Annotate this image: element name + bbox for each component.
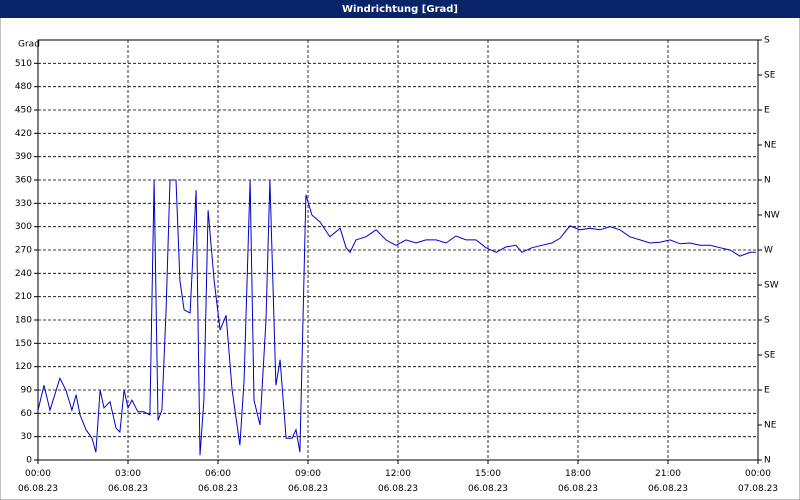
x-tick-label: 21:00 06.08.23 [648, 469, 688, 494]
y2-tick-label: W [764, 246, 773, 256]
y-tick-label: 390 [15, 152, 32, 162]
y2-tick-label: S [764, 316, 770, 326]
y2-tick-label: NW [764, 211, 780, 221]
y2-tick-label: N [764, 176, 771, 186]
y-tick-label: 420 [15, 129, 32, 139]
x-tick-label: 00:00 07.08.23 [738, 469, 778, 494]
y-tick-label: 330 [15, 199, 32, 209]
y2-tick-label: E [764, 386, 770, 396]
y-tick-label: 270 [15, 246, 32, 256]
y-tick-label: 240 [15, 269, 32, 279]
x-tick-label: 06:00 06.08.23 [198, 469, 238, 494]
x-tick-label: 18:00 06.08.23 [558, 469, 598, 494]
y2-tick-label: SW [764, 281, 779, 291]
y-tick-label: 210 [15, 292, 32, 302]
y-tick-label: 90 [21, 386, 33, 396]
y2-tick-label: NE [764, 141, 777, 151]
data-line [37, 179, 756, 456]
y-axis-label: Grad [18, 40, 40, 50]
y-tick-label: 30 [21, 432, 33, 442]
y-tick-label: 450 [15, 106, 32, 116]
y-tick-label: 120 [15, 362, 32, 372]
x-tick-label: 12:00 06.08.23 [378, 469, 418, 494]
y-tick-label: 510 [15, 59, 32, 69]
x-tick-label: 00:00 06.08.23 [18, 469, 58, 494]
x-tick-label: 09:00 06.08.23 [288, 469, 328, 494]
plot-frame [37, 39, 759, 461]
y-tick-label: 150 [15, 339, 32, 349]
y2-tick-label: N [764, 456, 771, 466]
y-tick-label: 360 [15, 176, 32, 186]
y-tick-label: 60 [21, 409, 33, 419]
y2-tick-label: S [764, 36, 770, 46]
x-tick-label: 15:00 06.08.23 [468, 469, 508, 494]
title-bar [0, 0, 800, 18]
y2-tick-label: NE [764, 421, 777, 431]
y2-tick-label: E [764, 106, 770, 116]
y2-tick-label: SE [764, 71, 776, 81]
y-tick-label: 0 [26, 456, 32, 466]
y-tick-label: 180 [15, 316, 32, 326]
x-tick-label: 03:00 06.08.23 [108, 469, 148, 494]
y2-tick-label: SE [764, 351, 776, 361]
y-tick-label: 300 [15, 222, 32, 232]
chart-title: Windrichtung [Grad] [342, 4, 458, 15]
y-tick-label: 480 [15, 82, 32, 92]
